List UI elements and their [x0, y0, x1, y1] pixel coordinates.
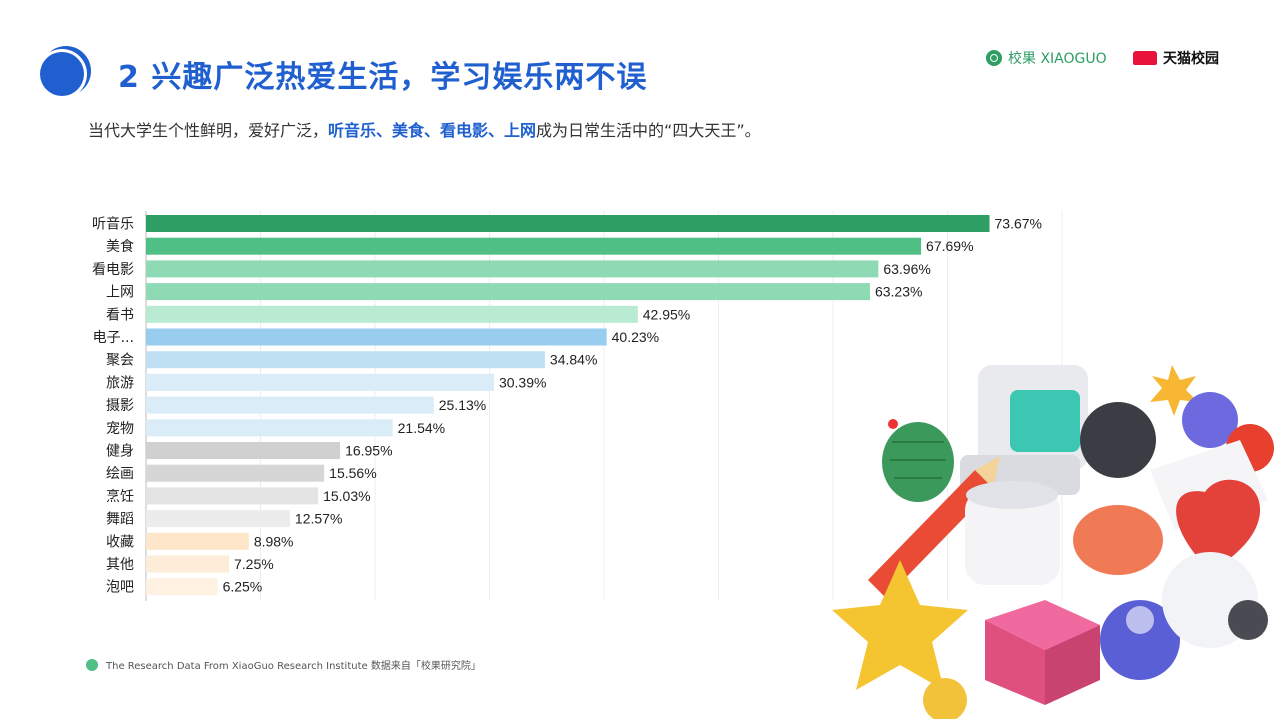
- value-label: 8.98%: [254, 533, 294, 549]
- bar-10: [146, 442, 341, 459]
- title-bullet-icon: [40, 52, 84, 96]
- ring-icon: [923, 678, 967, 719]
- bar-2: [146, 260, 879, 278]
- category-label: 舞蹈: [106, 512, 134, 528]
- bar-0: [146, 215, 990, 232]
- chart-bars: [146, 215, 990, 596]
- gem-icon: [1100, 552, 1268, 680]
- bomb-icon: [1080, 365, 1198, 478]
- value-label: 40.23%: [612, 329, 659, 345]
- footer-source-text: The Research Data From XiaoGuo Research …: [106, 661, 481, 672]
- category-label: 听音乐: [92, 216, 134, 233]
- category-label: 绘画: [106, 466, 134, 482]
- value-label: 6.25%: [223, 579, 263, 595]
- value-label: 12.57%: [295, 511, 342, 527]
- category-label: 上网: [106, 285, 134, 301]
- value-label: 73.67%: [995, 216, 1042, 232]
- bar-3: [146, 283, 870, 301]
- bar-12: [146, 487, 319, 505]
- bar-14: [146, 532, 249, 550]
- value-label: 30.39%: [499, 374, 546, 390]
- value-label: 15.03%: [323, 488, 370, 504]
- category-label: 摄影: [106, 398, 134, 414]
- chart-value-labels: 73.67% 67.69% 63.96% 63.23% 42.95% 40.23% 34.8…: [223, 216, 1042, 595]
- cactus-icon: [882, 419, 954, 502]
- piggy-bank-icon: [1073, 505, 1163, 575]
- page-title: 2 兴趣广泛热爱生活，学习娱乐两不误: [118, 60, 648, 95]
- subtitle-text: 当代大学生个性鲜明，爱好广泛，: [88, 121, 329, 140]
- value-label: 15.56%: [329, 465, 376, 481]
- category-label: 烹饪: [106, 488, 134, 505]
- tmall-logo-icon: [1133, 51, 1157, 65]
- bar-6: [146, 351, 545, 369]
- page-subtitle: 当代大学生个性鲜明，爱好广泛，听音乐、美食、看电影、上网成为日常生活中的“四大天…: [88, 117, 761, 141]
- category-label: 聚会: [106, 353, 134, 369]
- subtitle-highlight: 听音乐、美食、看电影、上网: [328, 121, 537, 140]
- bar-13: [146, 510, 290, 528]
- bar-9: [146, 419, 393, 437]
- bar-4: [146, 305, 638, 323]
- value-label: 42.95%: [643, 306, 690, 322]
- source-dot-icon: [86, 658, 98, 671]
- category-label: 其他: [106, 557, 134, 573]
- xiaoguo-brand-label: 校果 XIAOGUO: [1008, 51, 1107, 67]
- bar-5: [146, 328, 607, 346]
- bar-15: [146, 555, 230, 573]
- xiaoguo-logo-icon: [986, 50, 1002, 66]
- tmall-brand-label: 天猫校园: [1163, 51, 1219, 67]
- category-label: 美食: [106, 238, 134, 255]
- category-label: 收藏: [106, 534, 134, 550]
- value-label: 63.96%: [883, 261, 930, 277]
- xiaoguo-brand: 校果 XIAOGUO: [986, 48, 1107, 68]
- value-label: 25.13%: [439, 397, 486, 413]
- category-label: 看书: [106, 307, 134, 323]
- category-label: 旅游: [106, 375, 134, 391]
- tmall-brand: 天猫校园: [1133, 48, 1219, 68]
- category-label: 看电影: [92, 262, 134, 278]
- cup-icon: [965, 481, 1060, 585]
- bar-1: [146, 237, 922, 255]
- bar-8: [146, 396, 434, 414]
- category-label: 电子...: [93, 330, 134, 346]
- subtitle-text-end: 成为日常生活中的“四大天王”。: [536, 121, 761, 140]
- open-box-icon: [985, 600, 1100, 705]
- footer-source: The Research Data From XiaoGuo Research …: [86, 657, 481, 672]
- value-label: 34.84%: [550, 352, 597, 368]
- value-label: 7.25%: [234, 556, 274, 572]
- value-label: 67.69%: [926, 238, 973, 254]
- value-label: 21.54%: [398, 420, 445, 436]
- bar-11: [146, 464, 325, 482]
- category-label: 泡吧: [106, 580, 134, 596]
- category-label: 宠物: [106, 421, 134, 437]
- star-icon: [832, 560, 968, 690]
- value-label: 63.23%: [875, 284, 922, 300]
- value-label: 16.95%: [345, 443, 392, 459]
- bar-16: [146, 578, 218, 596]
- bar-7: [146, 373, 494, 391]
- category-label: 健身: [106, 444, 134, 460]
